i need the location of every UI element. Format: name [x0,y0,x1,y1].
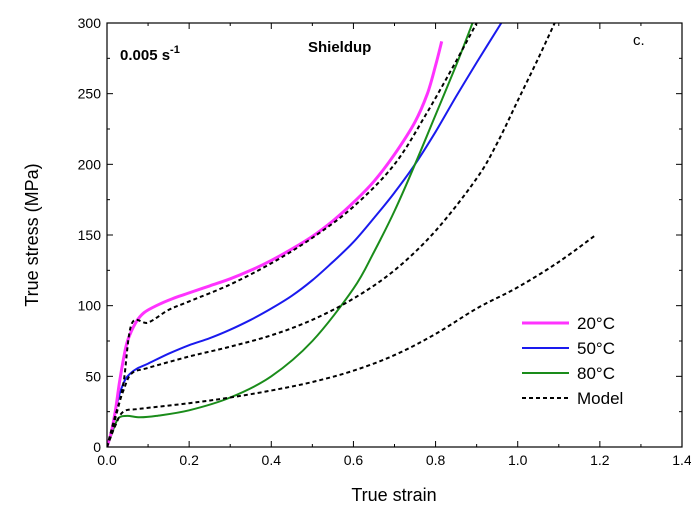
strain-rate-value: 0.005 s [120,47,170,64]
y-axis-title: True stress (MPa) [22,163,42,306]
y-tick-label: 100 [78,298,102,314]
x-tick-label: 1.2 [590,452,610,468]
x-tick-label: 1.0 [508,452,528,468]
legend-label-20c: 20°C [577,314,615,333]
x-tick-label: 1.4 [672,452,691,468]
curves-layer [107,23,597,447]
legend-label-50c: 50°C [577,339,615,358]
ticks-layer: 0.0 0.2 0.4 0.6 0.8 1.0 1.2 1.4 0 50 100 150 200 250 3… [78,15,691,468]
series-line-20c [107,41,444,447]
material-annotation: Shieldup [308,39,371,56]
x-tick-label: 0.0 [97,452,117,468]
y-tick-label: 200 [78,156,102,172]
y-tick-label: 300 [78,15,102,31]
series-line-model-1 [107,23,478,447]
legend-label-model: Model [577,389,623,408]
x-tick-label: 0.2 [179,452,199,468]
y-tick-label: 250 [78,86,102,102]
x-tick-label: 0.4 [262,452,282,468]
y-tick-label: 150 [78,227,102,243]
series-line-model-3 [107,234,597,447]
y-tick-label: 50 [85,368,101,384]
series-line-model-2 [107,23,556,447]
strain-rate-annotation: 0.005 s-1 [120,44,180,64]
x-tick-label: 0.8 [426,452,446,468]
legend: 20°C 50°C 80°C Model [522,314,623,408]
legend-label-80c: 80°C [577,364,615,383]
x-axis-title: True strain [351,485,436,505]
x-tick-label: 0.6 [344,452,364,468]
strain-rate-exponent: -1 [170,44,180,56]
y-tick-label: 0 [93,439,101,455]
panel-label: c. [633,32,645,49]
